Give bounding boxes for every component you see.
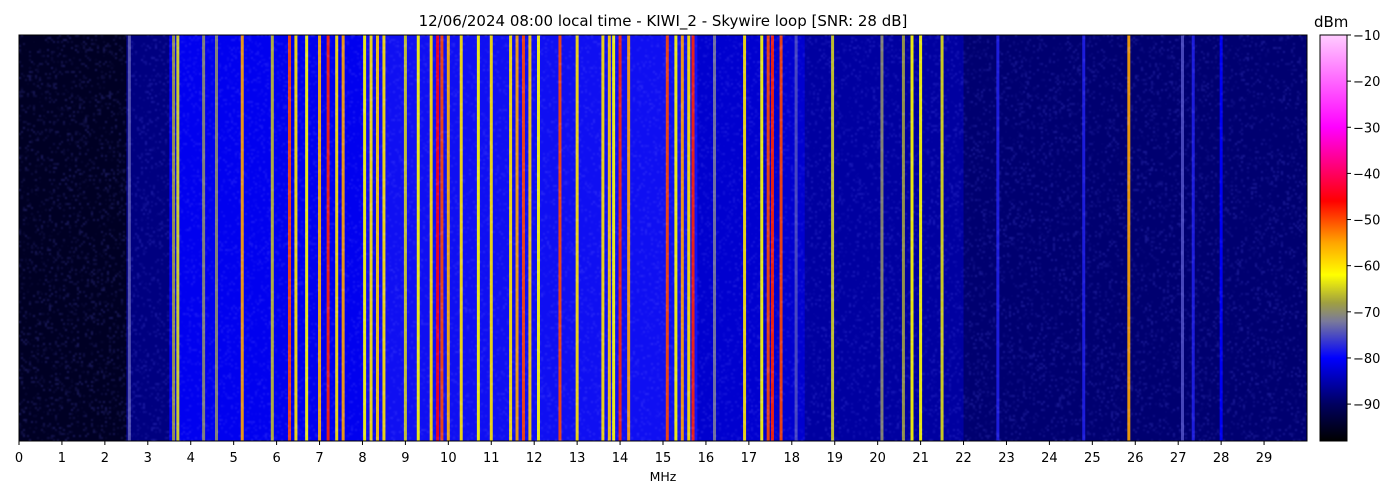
x-tick-label: 20 — [869, 451, 886, 466]
x-tick-label: 5 — [230, 451, 238, 466]
x-tick-label: 15 — [655, 451, 672, 466]
colorbar-axis: −10 −20 −30 −40 −50 −60 −70 −80 −90 — [1347, 29, 1380, 413]
x-tick-label: 8 — [358, 451, 366, 466]
x-tick-label: 28 — [1213, 451, 1230, 466]
x-tick-label: 25 — [1084, 451, 1101, 466]
x-tick-label: 23 — [998, 451, 1015, 466]
x-tick-label: 18 — [784, 451, 801, 466]
colorbar-tick-label: −20 — [1353, 75, 1380, 90]
x-tick-label: 6 — [272, 451, 280, 466]
x-tick-label: 21 — [912, 451, 929, 466]
x-tick-label: 14 — [612, 451, 629, 466]
x-axis-label: MHz — [649, 469, 677, 484]
x-tick-label: 27 — [1170, 451, 1187, 466]
colorbar-tick-label: −90 — [1353, 398, 1380, 413]
x-tick-label: 19 — [826, 451, 843, 466]
x-tick-label: 22 — [955, 451, 972, 466]
chart-title: 12/06/2024 08:00 local time - KIWI_2 - S… — [418, 12, 908, 30]
colorbar-label: dBm — [1314, 13, 1349, 31]
x-tick-label: 11 — [483, 451, 500, 466]
x-tick-label: 12 — [526, 451, 543, 466]
x-tick-label: 16 — [698, 451, 715, 466]
x-tick-label: 7 — [315, 451, 323, 466]
colorbar-tick-label: −50 — [1353, 214, 1380, 229]
x-tick-label: 29 — [1256, 451, 1273, 466]
x-tick-label: 2 — [101, 451, 109, 466]
colorbar — [1319, 34, 1348, 442]
x-tick-label: 3 — [144, 451, 152, 466]
colorbar-tick-label: −70 — [1353, 306, 1380, 321]
colorbar-tick-label: −30 — [1353, 121, 1380, 136]
x-tick-label: 9 — [401, 451, 409, 466]
x-axis: 0 1 2 3 4 5 6 7 8 9 10 11 12 13 14 15 16 17 18 19 20 21 22 23 24… — [15, 441, 1272, 466]
colorbar-tick-label: −10 — [1353, 29, 1380, 44]
colorbar-tick-label: −60 — [1353, 260, 1380, 275]
x-tick-label: 24 — [1041, 451, 1058, 466]
colorbar-tick-label: −40 — [1353, 167, 1380, 182]
x-tick-label: 13 — [569, 451, 586, 466]
x-tick-label: 26 — [1127, 451, 1144, 466]
x-tick-label: 17 — [741, 451, 758, 466]
colorbar-tick-label: −80 — [1353, 352, 1380, 367]
x-tick-label: 1 — [58, 451, 66, 466]
noise-texture — [19, 35, 1307, 441]
x-tick-label: 0 — [15, 451, 23, 466]
x-tick-label: 10 — [440, 451, 457, 466]
x-tick-label: 4 — [187, 451, 195, 466]
